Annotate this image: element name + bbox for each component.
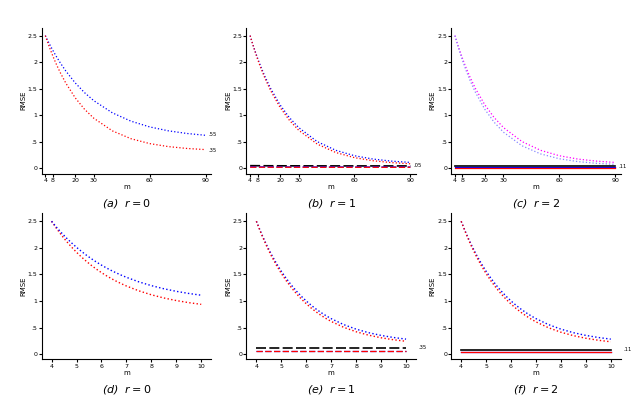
Text: (d)  $r = 0$: (d) $r = 0$	[102, 383, 151, 395]
X-axis label: m: m	[123, 184, 130, 190]
X-axis label: m: m	[532, 370, 540, 376]
Text: .55: .55	[209, 132, 217, 137]
X-axis label: m: m	[328, 370, 335, 376]
Y-axis label: RMSE: RMSE	[225, 91, 231, 111]
Text: (f)  $r = 2$: (f) $r = 2$	[513, 383, 559, 395]
Y-axis label: RMSE: RMSE	[20, 91, 26, 111]
Y-axis label: RMSE: RMSE	[225, 276, 231, 296]
Text: .11: .11	[618, 164, 627, 169]
Text: .11: .11	[623, 347, 632, 352]
Text: .05: .05	[413, 164, 422, 168]
Text: (a)  $r = 0$: (a) $r = 0$	[102, 198, 151, 211]
Text: .35: .35	[419, 345, 427, 350]
Text: (c)  $r = 2$: (c) $r = 2$	[512, 198, 560, 211]
Y-axis label: RMSE: RMSE	[430, 276, 436, 296]
X-axis label: m: m	[532, 184, 540, 190]
X-axis label: m: m	[328, 184, 335, 190]
Text: (e)  $r = 1$: (e) $r = 1$	[307, 383, 356, 395]
Y-axis label: RMSE: RMSE	[20, 276, 26, 296]
Text: (b)  $r = 1$: (b) $r = 1$	[307, 198, 356, 211]
Text: .35: .35	[209, 148, 217, 152]
X-axis label: m: m	[123, 370, 130, 376]
Y-axis label: RMSE: RMSE	[430, 91, 436, 111]
